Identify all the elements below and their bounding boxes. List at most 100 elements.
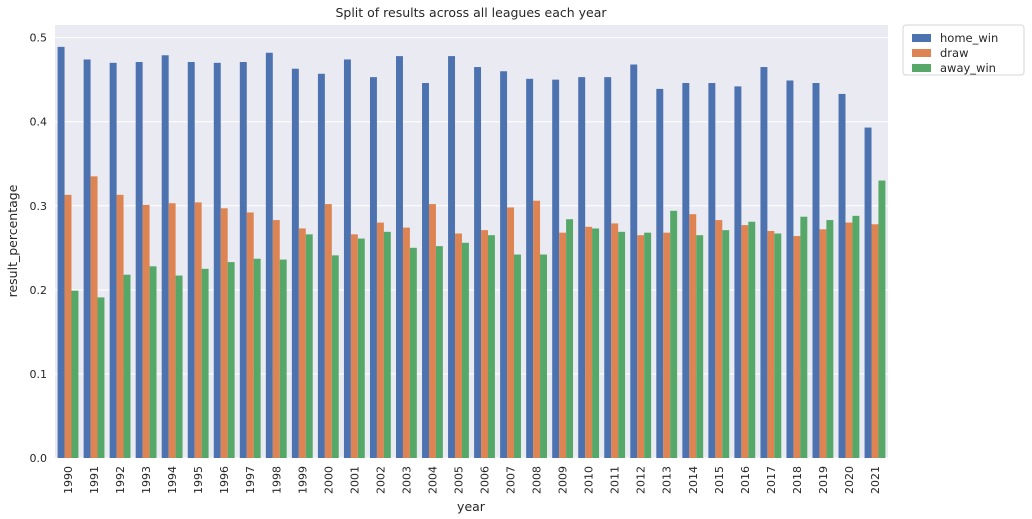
bar-home_win-2005 xyxy=(448,56,456,459)
bar-away_win-1993 xyxy=(149,266,157,458)
bar-away_win-1995 xyxy=(201,268,209,458)
x-tick-label: 1993 xyxy=(140,466,153,494)
bar-away_win-2003 xyxy=(409,247,417,458)
legend-label-home_win: home_win xyxy=(940,31,998,45)
x-tick-label: 1997 xyxy=(244,466,257,494)
bar-draw-2002 xyxy=(376,222,384,458)
bar-draw-2009 xyxy=(559,232,567,458)
bar-away_win-2017 xyxy=(774,233,782,458)
bar-away_win-2014 xyxy=(696,235,704,458)
bar-away_win-1996 xyxy=(227,262,235,458)
bar-home_win-1995 xyxy=(187,61,195,459)
x-tick-label: 2021 xyxy=(869,466,882,494)
bar-draw-2001 xyxy=(350,234,358,458)
x-tick-label: 2012 xyxy=(635,466,648,494)
bar-home_win-2000 xyxy=(317,73,325,458)
x-tick-label: 2014 xyxy=(687,466,700,494)
bar-away_win-1991 xyxy=(97,297,105,458)
bar-home_win-2003 xyxy=(396,56,403,459)
x-tick-label: 2000 xyxy=(322,466,335,494)
x-tick-labels: 1990 1991 1992 1993 1994 1995 1996 1997 1998 1999… xyxy=(62,466,882,494)
x-tick-label: 2020 xyxy=(843,466,856,494)
x-tick-label: 2002 xyxy=(374,466,387,494)
bar-draw-1994 xyxy=(168,203,176,458)
bar-away_win-2018 xyxy=(800,216,808,458)
bar-away_win-2005 xyxy=(461,242,469,458)
y-tick-label: 0.2 xyxy=(30,284,48,297)
x-tick-label: 1995 xyxy=(192,466,205,494)
bar-draw-2016 xyxy=(741,225,749,458)
x-axis-label: year xyxy=(457,499,486,514)
bar-draw-1999 xyxy=(298,228,306,458)
bar-away_win-1999 xyxy=(305,234,313,458)
x-tick-label: 2013 xyxy=(661,466,674,494)
bar-draw-1992 xyxy=(116,194,124,458)
bar-home_win-2011 xyxy=(604,77,612,458)
x-tick-label: 1998 xyxy=(270,466,283,494)
y-axis-label: result_percentage xyxy=(5,184,20,297)
x-tick-label: 2009 xyxy=(557,466,570,494)
bar-away_win-2001 xyxy=(357,238,365,458)
bar-home_win-2010 xyxy=(578,77,586,458)
x-tick-label: 1999 xyxy=(296,466,309,494)
bar-home_win-2007 xyxy=(500,71,508,458)
bar-draw-2006 xyxy=(481,230,488,458)
bar-home_win-2001 xyxy=(343,59,351,459)
bar-away_win-2015 xyxy=(722,230,730,458)
bar-draw-2014 xyxy=(689,214,697,458)
bar-home_win-1991 xyxy=(83,59,91,459)
bar-draw-1991 xyxy=(90,176,98,458)
x-tick-label: 2016 xyxy=(739,466,752,494)
bar-draw-1995 xyxy=(194,202,202,458)
bar-home_win-2008 xyxy=(526,78,534,459)
bar-draw-2018 xyxy=(793,236,801,458)
bar-home_win-2002 xyxy=(369,77,377,458)
bar-home_win-2021 xyxy=(864,127,872,458)
x-tick-label: 2005 xyxy=(452,466,465,494)
x-tick-label: 2003 xyxy=(400,466,413,494)
x-tick-label: 2011 xyxy=(609,466,622,494)
x-tick-label: 1991 xyxy=(88,466,101,494)
bar-home_win-2016 xyxy=(734,86,742,458)
bar-away_win-2009 xyxy=(566,219,574,458)
bar-draw-2015 xyxy=(715,220,723,458)
bar-home_win-1990 xyxy=(57,46,65,458)
bar-home_win-2015 xyxy=(708,83,716,458)
bar-away_win-2011 xyxy=(618,231,626,458)
bar-draw-1990 xyxy=(64,194,72,458)
y-tick-label: 0.4 xyxy=(30,116,48,129)
bar-draw-2000 xyxy=(324,204,332,458)
bar-away_win-2012 xyxy=(644,232,652,458)
bar-away_win-2000 xyxy=(331,255,339,458)
bar-away_win-1992 xyxy=(123,274,131,458)
y-tick-label: 0.5 xyxy=(30,32,48,45)
bar-home_win-1993 xyxy=(135,61,143,459)
bar-draw-2010 xyxy=(585,226,593,458)
bar-home_win-2006 xyxy=(474,67,482,459)
bar-home_win-2017 xyxy=(760,67,768,459)
bar-draw-2019 xyxy=(819,229,827,458)
x-tick-label: 1990 xyxy=(62,466,75,494)
bar-draw-1997 xyxy=(246,212,254,458)
bar-away_win-1990 xyxy=(71,290,79,458)
x-tick-label: 2015 xyxy=(713,466,726,494)
bar-draw-1998 xyxy=(272,220,280,458)
bar-draw-2005 xyxy=(455,233,462,458)
bar-away_win-2016 xyxy=(748,221,756,458)
legend-swatch-draw xyxy=(912,49,931,57)
bar-away_win-1998 xyxy=(279,259,287,458)
x-tick-label: 1996 xyxy=(218,466,231,494)
x-tick-label: 1994 xyxy=(166,466,179,494)
bar-away_win-1997 xyxy=(253,258,261,458)
bar-away_win-2013 xyxy=(670,210,678,458)
bar-home_win-1998 xyxy=(265,52,273,458)
bar-draw-2012 xyxy=(637,235,645,458)
bar-home_win-1994 xyxy=(161,55,169,459)
x-tick-label: 2004 xyxy=(426,466,439,494)
bar-away_win-1994 xyxy=(175,275,183,458)
bar-home_win-2019 xyxy=(812,83,820,458)
bar-draw-2011 xyxy=(611,223,619,458)
bar-home_win-1996 xyxy=(213,62,221,458)
x-tick-label: 2018 xyxy=(791,466,804,494)
